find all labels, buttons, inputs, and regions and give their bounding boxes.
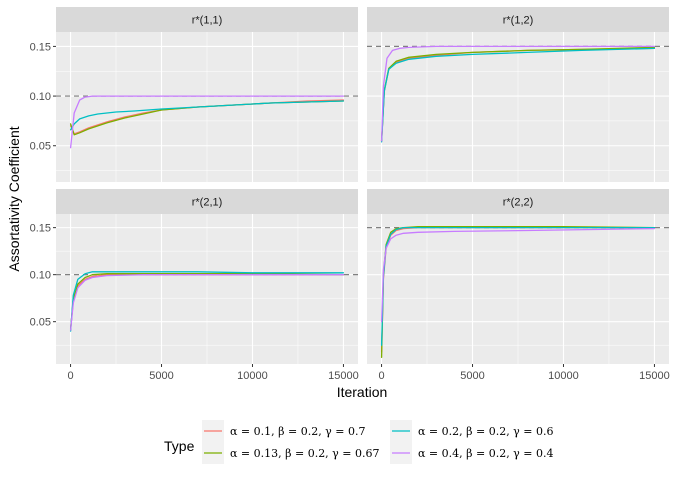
panel-2: r*(1,2) [367, 7, 669, 182]
legend-title: Type [164, 438, 195, 454]
legend-label: α = 0.1, β = 0.2, γ = 0.7 [230, 425, 365, 438]
facet-strip-title: r*(1,2) [503, 15, 534, 27]
x-tick-label: 0 [378, 370, 384, 382]
legend-label: α = 0.2, β = 0.2, γ = 0.6 [418, 425, 553, 438]
series-line-3 [69, 100, 345, 131]
x-tick-label: 10000 [237, 370, 268, 382]
legend-item-4: α = 0.4, β = 0.2, γ = 0.4 [390, 442, 553, 464]
facet-strip [367, 7, 669, 32]
y-tick-label: 0.05 [30, 141, 51, 153]
facet-strip [367, 189, 669, 214]
facet-strip-title: r*(2,1) [192, 197, 223, 209]
series-line-3 [380, 47, 656, 143]
x-axis-title: Iteration [337, 384, 388, 400]
x-tick-label: 5000 [149, 370, 173, 382]
x-tick-label: 15000 [639, 370, 670, 382]
facet-strip [56, 7, 358, 32]
x-tick-label: 15000 [328, 370, 359, 382]
facet-strip-title: r*(2,2) [503, 197, 534, 209]
y-tick-label: 0.10 [30, 270, 51, 282]
y-tick-label: 0.05 [30, 317, 51, 329]
panel-3: r*(2,1) 0.05 0.10 0.15 0 5000 10000 15000 [30, 189, 359, 382]
x-tick-label: 5000 [460, 370, 484, 382]
y-tick-label: 0.10 [30, 91, 51, 103]
axis-titles: Iteration Assortativity Coefficient [6, 126, 387, 400]
series-line-2 [69, 273, 345, 330]
legend-item-1: α = 0.1, β = 0.2, γ = 0.7 [202, 420, 365, 442]
legend-item-3: α = 0.2, β = 0.2, γ = 0.6 [390, 420, 553, 442]
legend-item-2: α = 0.13, β = 0.2, γ = 0.67 [202, 442, 379, 464]
x-tick-label: 10000 [548, 370, 579, 382]
series-line-4 [69, 95, 345, 149]
panel-4: r*(2,2) 0 5000 10000 15000 [367, 189, 670, 382]
legend-label: α = 0.4, β = 0.2, γ = 0.4 [418, 447, 553, 460]
x-tick-label: 0 [67, 370, 73, 382]
series-line-4 [380, 45, 656, 142]
facet-strip-title: r*(1,1) [192, 15, 223, 27]
y-tick-label: 0.15 [30, 41, 51, 53]
series-line-3 [69, 271, 345, 332]
legend: Type α = 0.1, β = 0.2, γ = 0.7 α = 0.13, … [164, 420, 553, 464]
y-tick-label: 0.15 [30, 223, 51, 235]
series-line-4 [69, 274, 345, 331]
series-line-4 [380, 227, 656, 323]
panel-1: r*(1,1) 0.05 0.10 0.15 [30, 7, 358, 182]
y-axis-title: Assortativity Coefficient [6, 126, 22, 271]
facet-strip [56, 189, 358, 214]
panels-layer: r*(1,1) 0.05 0.10 0.15 r*(1,2) r*(2,1) 0.05 0.1… [30, 7, 670, 382]
legend-label: α = 0.13, β = 0.2, γ = 0.67 [230, 447, 379, 460]
